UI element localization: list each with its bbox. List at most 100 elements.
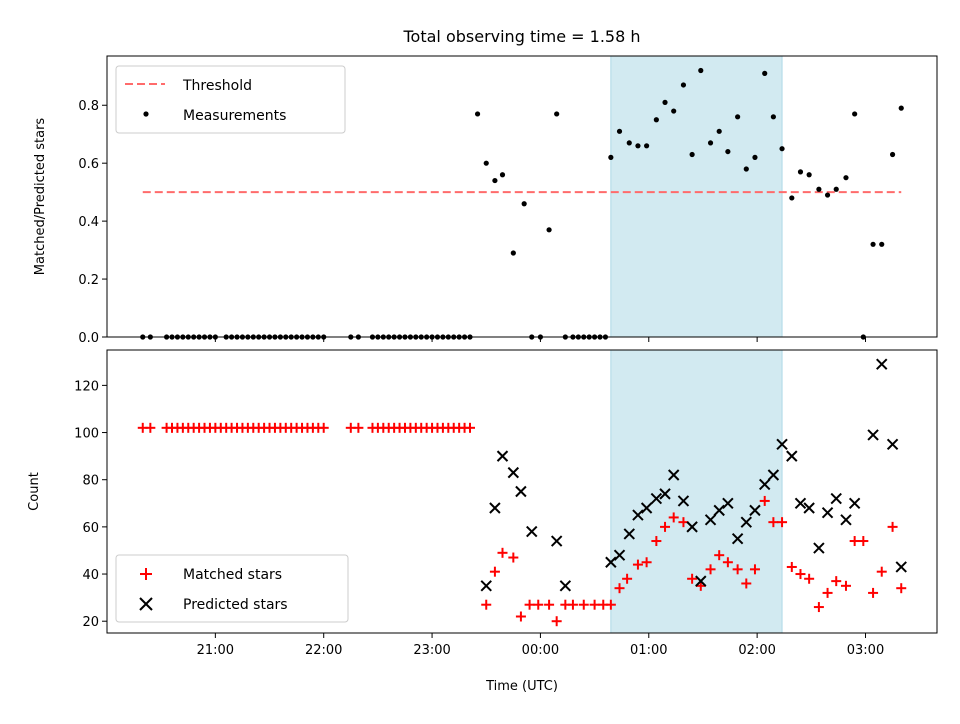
matched-star-marker [515,611,526,622]
measurement-point [608,154,614,160]
measurement-point [735,114,741,120]
predicted-star-marker [559,580,572,592]
cross-b [613,549,626,561]
measurement-point [843,175,849,181]
x-tick-label: 23:00 [413,643,450,658]
predicted-star-marker [507,466,520,479]
cross-b [659,488,671,500]
top-panel: 0.0 0.2 0.4 0.6 0.8 Total observing time = 1.… [33,27,938,346]
x-tick-label: 01:00 [630,643,667,658]
y-tick-label: 0.6 [78,157,99,172]
cross-b [867,429,879,441]
matched-star-marker [533,599,544,610]
predicted-star-marker [794,497,807,509]
predicted-star-marker [895,561,907,573]
matched-star-marker [489,566,500,577]
measurement-point [554,111,560,117]
predicted-star-marker [686,521,698,533]
predicted-star-marker [803,502,815,514]
matched-star-marker [896,583,907,594]
matched-star-marker [651,536,662,547]
predicted-star-marker [830,492,842,505]
measurement-point [653,117,659,123]
legend-measurement-label: Measurements [183,108,286,124]
cross-b [704,514,717,526]
matched-star-marker [678,517,689,528]
measurement-point [474,111,481,117]
legend-predicted-label: Predicted stars [183,597,288,613]
predicted-star-marker [749,504,761,517]
matched-star-marker [722,557,733,568]
x-tick-label: 21:00 [197,643,234,658]
measurement-point [779,146,785,152]
predicted-star-marker [848,497,861,509]
measurement-point [680,82,687,88]
measurement-point [483,160,489,166]
predicted-star-marker [640,502,653,514]
y-tick-label: 80 [82,474,99,489]
cross-b [803,502,815,514]
legend: Threshold Measurements [115,65,346,134]
measurement-point [626,140,632,146]
matched-star-marker [876,566,887,577]
predicted-star-marker [767,469,780,481]
predicted-star-marker [695,575,707,587]
cross-b [813,542,825,554]
predicted-star-marker [632,509,644,521]
measurement-point [492,177,498,184]
cross-b [794,497,807,509]
cross-b [776,438,788,451]
matched-star-marker [544,599,555,610]
measurement-point [725,148,731,155]
cross-b [677,495,690,507]
measurement-point [797,169,804,175]
cross-b [526,525,538,538]
measurement-point [833,186,839,192]
measurement-point [898,105,904,111]
predicted-star-marker [650,492,663,505]
matched-star-marker [578,599,589,610]
matched-star-marker [353,422,364,433]
matched-star-marker [741,578,752,589]
cross-b [640,502,653,514]
cross-b [667,469,680,481]
cross-b [489,502,501,514]
cross-b [722,497,734,509]
matched-star-marker [524,599,535,610]
matched-star-marker [777,517,788,528]
highlight-band [610,349,783,634]
predicted-star-marker [722,497,734,509]
predicted-star-marker [605,556,617,568]
predicted-star-marker [786,450,798,462]
cross-b [886,438,899,451]
cross-b [515,485,527,498]
cross-b [550,535,563,547]
matched-star-marker [705,564,716,575]
measurement-point [852,111,858,117]
axes-frame [106,349,938,634]
matched-star-marker [732,564,743,575]
predicted-star-marker [667,469,680,481]
cross-b [632,509,644,521]
matched-star-marker [497,547,508,558]
y-tick-label: 100 [74,427,99,442]
predicted-star-marker [704,514,717,526]
matched-star-marker [567,599,578,610]
matched-star-marker [887,521,898,532]
measurement-point [762,70,768,76]
cross-b [830,492,842,505]
predicted-star-marker [515,485,527,498]
cross-b [749,504,761,517]
matched-star-marker [464,422,475,433]
matched-star-marker [551,616,562,627]
matched-star-marker [759,495,770,506]
measurement-point [662,99,668,105]
measurement-point [743,166,749,172]
cross-b [496,450,509,462]
matched-star-marker [687,573,698,584]
measurement-point [870,241,876,247]
legend-matched-label: Matched stars [183,567,282,583]
measurement-point [789,195,795,201]
y-tick-label: 0.8 [78,99,99,114]
legend-predicted-swatch-b [139,597,153,611]
